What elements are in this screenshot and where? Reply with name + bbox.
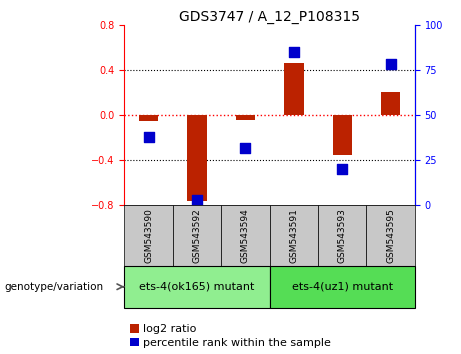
Text: ets-4(ok165) mutant: ets-4(ok165) mutant (139, 282, 255, 292)
Bar (236, 115, 255, 120)
Text: ets-4(uz1) mutant: ets-4(uz1) mutant (292, 282, 393, 292)
Text: GSM543591: GSM543591 (290, 208, 298, 263)
Bar (270, 205, 318, 266)
Point (290, 49, 298, 55)
Text: GSM543590: GSM543590 (144, 208, 153, 263)
Bar (284, 63, 303, 115)
Bar (270, 266, 415, 308)
Point (242, 145, 249, 150)
Bar (318, 205, 366, 266)
Text: GSM543595: GSM543595 (386, 208, 395, 263)
Bar (187, 115, 207, 201)
Point (387, 62, 394, 67)
Legend: log2 ratio, percentile rank within the sample: log2 ratio, percentile rank within the s… (130, 324, 331, 348)
Point (145, 134, 152, 139)
Point (193, 197, 201, 203)
Bar (366, 205, 415, 266)
Bar (139, 115, 158, 121)
Text: GSM543592: GSM543592 (193, 208, 201, 263)
Point (338, 166, 346, 172)
Bar (381, 92, 400, 115)
Bar (173, 205, 221, 266)
Bar (332, 115, 352, 155)
Title: GDS3747 / A_12_P108315: GDS3747 / A_12_P108315 (179, 10, 360, 24)
Text: GSM543594: GSM543594 (241, 208, 250, 263)
Bar (221, 205, 270, 266)
Text: GSM543593: GSM543593 (338, 208, 347, 263)
Text: genotype/variation: genotype/variation (5, 282, 104, 292)
Bar (124, 205, 173, 266)
Bar (124, 266, 270, 308)
